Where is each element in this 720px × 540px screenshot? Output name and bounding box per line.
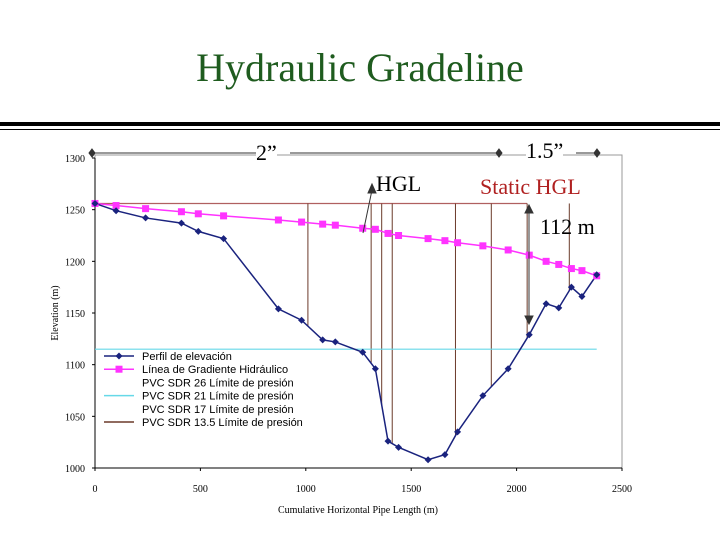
- y-tick-label-2: 1100: [65, 361, 85, 372]
- y-axis-title: Elevation (m): [50, 285, 61, 340]
- annotation-static-head: 112 m: [540, 214, 595, 239]
- hgl-point-18: [504, 246, 512, 254]
- title-rule-thin: [0, 129, 720, 130]
- elevation-point-0: [91, 199, 99, 207]
- legend-label-0: Perfil de elevación: [142, 351, 232, 363]
- elevation-point-18: [504, 365, 512, 373]
- x-tick-label-5: 2500: [612, 484, 632, 495]
- hgl-point-11: [371, 225, 379, 233]
- legend-label-3: PVC SDR 21 Límite de presión: [142, 391, 294, 403]
- y-tick-label-1: 1050: [65, 412, 85, 423]
- hgl-point-2: [142, 205, 150, 213]
- hgl-series-line: [94, 202, 597, 277]
- legend-marker-1: [115, 365, 123, 373]
- y-tick-label-6: 1300: [65, 154, 85, 165]
- legend-label-1: Línea de Gradiente Hidráulico: [142, 364, 288, 376]
- title-rule-thick: [0, 122, 720, 126]
- hgl-point-10: [359, 224, 367, 232]
- span-marker-left: [88, 148, 96, 158]
- x-axis-title: Cumulative Horizontal Pipe Length (m): [278, 505, 438, 516]
- elevation-point-10: [359, 348, 367, 356]
- hgl-pointer: [362, 189, 373, 234]
- legend-marker-0: [115, 352, 123, 360]
- x-tick-label-1: 500: [193, 484, 208, 495]
- x-tick-labels: 0 500 1000 1500 2000 2500: [93, 468, 632, 495]
- static-head-arrow-bottom: [524, 315, 534, 326]
- legend-label-2: PVC SDR 26 Límite de presión: [142, 377, 294, 389]
- data-markers: [91, 199, 601, 464]
- elevation-point-20: [542, 300, 550, 308]
- elevation-point-4: [194, 227, 202, 235]
- hgl-point-16: [454, 239, 462, 247]
- elevation-point-19: [525, 331, 533, 339]
- y-tick-label-5: 1250: [65, 206, 85, 217]
- hgl-point-5: [220, 212, 228, 220]
- span-marker-mid: [495, 148, 503, 158]
- static-head-arrow-top: [524, 203, 534, 214]
- slide-title: Hydraulic Gradeline: [196, 45, 524, 90]
- hgl-pointer-head: [367, 182, 377, 194]
- x-tick-label-0: 0: [93, 484, 98, 495]
- legend-label-4: PVC SDR 17 Límite de presión: [142, 404, 294, 416]
- elevation-point-8: [319, 336, 327, 344]
- hgl-point-4: [194, 210, 202, 218]
- elevation-point-22: [567, 283, 575, 291]
- elevation-point-17: [479, 392, 487, 400]
- annotation-one-half-inch: 1.5”: [526, 138, 564, 163]
- elevation-point-14: [424, 456, 432, 464]
- hgl-point-13: [395, 232, 403, 239]
- hgl-point-21: [555, 260, 563, 268]
- x-tick-label-2: 1000: [296, 484, 316, 495]
- annotation-arrows: [88, 148, 601, 326]
- span-marker-right: [593, 148, 601, 158]
- x-tick-label-3: 1500: [401, 484, 421, 495]
- hgl-point-22: [567, 265, 575, 273]
- x-tick-label-4: 2000: [507, 484, 527, 495]
- elevation-point-5: [220, 235, 228, 243]
- elevation-point-13: [395, 443, 403, 451]
- annotation-static-hgl: Static HGL: [480, 174, 581, 199]
- elevation-point-12: [384, 437, 392, 445]
- hgl-point-1: [112, 202, 120, 210]
- elevation-point-2: [142, 214, 150, 222]
- annotation-hgl: HGL: [376, 171, 422, 196]
- hgl-point-12: [384, 229, 392, 237]
- elevation-point-21: [555, 304, 563, 312]
- hgl-point-20: [542, 257, 550, 265]
- y-tick-label-0: 1000: [65, 464, 85, 475]
- elevation-point-16: [454, 428, 462, 436]
- annotation-two-inch: 2”: [256, 140, 277, 165]
- y-tick-label-3: 1150: [65, 309, 85, 320]
- hgl-point-15: [441, 237, 449, 245]
- hgl-point-17: [479, 242, 487, 250]
- elevation-point-9: [331, 338, 339, 346]
- elevation-point-24: [593, 271, 601, 279]
- elevation-point-15: [441, 451, 449, 459]
- elevation-point-23: [578, 292, 586, 300]
- hgl-point-23: [578, 267, 586, 275]
- y-tick-label-4: 1200: [65, 257, 85, 268]
- elevation-point-3: [177, 219, 185, 227]
- hgl-point-6: [274, 216, 282, 224]
- hgl-point-7: [298, 218, 306, 226]
- hgl-point-14: [424, 235, 432, 243]
- legend-label-5: PVC SDR 13.5 Límite de presión: [142, 417, 303, 429]
- elevation-point-11: [371, 365, 379, 373]
- hgl-point-3: [177, 208, 185, 216]
- elevation-point-6: [274, 305, 282, 313]
- elevation-point-1: [112, 207, 120, 215]
- hgl-point-9: [331, 221, 339, 229]
- y-tick-labels: 1000 1050 1100 1150 1200 1250 1300: [65, 154, 95, 475]
- hgl-point-8: [319, 220, 327, 228]
- elevation-point-7: [298, 316, 306, 324]
